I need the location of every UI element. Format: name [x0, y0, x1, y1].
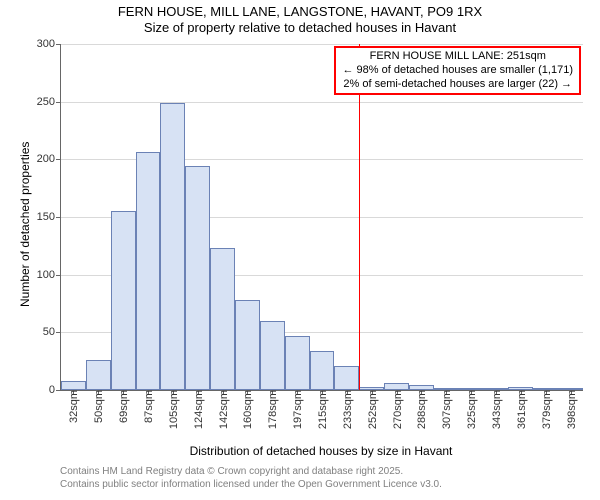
histogram-bar — [334, 366, 359, 390]
histogram-bar — [235, 300, 260, 390]
y-gridline — [61, 102, 583, 103]
callout-line-0: FERN HOUSE MILL LANE: 251sqm — [342, 50, 573, 64]
x-tick-label: 233sqm — [340, 390, 354, 429]
histogram-bar — [160, 103, 185, 390]
x-tick-label: 197sqm — [290, 390, 304, 429]
chart-container: FERN HOUSE, MILL LANE, LANGSTONE, HAVANT… — [0, 0, 600, 500]
callout-line-2: 2% of semi-detached houses are larger (2… — [342, 78, 573, 92]
histogram-bar — [61, 381, 86, 390]
x-tick-label: 270sqm — [390, 390, 404, 429]
property-callout: FERN HOUSE MILL LANE: 251sqm← 98% of det… — [334, 46, 581, 95]
histogram-bar — [285, 336, 310, 390]
y-tick-label: 250 — [37, 96, 61, 108]
x-tick-label: 288sqm — [414, 390, 428, 429]
y-tick-label: 150 — [37, 211, 61, 223]
x-axis-label: Distribution of detached houses by size … — [60, 444, 582, 458]
x-tick-label: 343sqm — [489, 390, 503, 429]
callout-line-1: ← 98% of detached houses are smaller (1,… — [342, 64, 573, 78]
x-tick-label: 160sqm — [240, 390, 254, 429]
x-tick-label: 124sqm — [191, 390, 205, 429]
title-line-1: FERN HOUSE, MILL LANE, LANGSTONE, HAVANT… — [0, 4, 600, 20]
y-tick-label: 50 — [43, 326, 61, 338]
histogram-bar — [210, 248, 235, 390]
x-tick-label: 50sqm — [91, 390, 105, 423]
x-tick-label: 325sqm — [464, 390, 478, 429]
title-line-2: Size of property relative to detached ho… — [0, 20, 600, 36]
histogram-bar — [111, 211, 136, 390]
plot-area: 05010015020025030032sqm50sqm69sqm87sqm10… — [60, 44, 583, 391]
x-tick-label: 252sqm — [365, 390, 379, 429]
x-tick-label: 215sqm — [315, 390, 329, 429]
footer-attribution: Contains HM Land Registry data © Crown c… — [60, 466, 442, 491]
histogram-bar — [136, 152, 161, 390]
y-gridline — [61, 44, 583, 45]
property-marker-line — [359, 44, 360, 390]
x-tick-label: 142sqm — [216, 390, 230, 429]
x-tick-label: 361sqm — [514, 390, 528, 429]
x-tick-label: 105sqm — [166, 390, 180, 429]
histogram-bar — [310, 351, 335, 390]
y-tick-label: 200 — [37, 153, 61, 165]
x-tick-label: 379sqm — [539, 390, 553, 429]
histogram-bar — [384, 383, 409, 390]
y-tick-label: 300 — [37, 38, 61, 50]
x-tick-label: 32sqm — [66, 390, 80, 423]
y-tick-label: 0 — [49, 384, 61, 396]
x-tick-label: 69sqm — [116, 390, 130, 423]
x-tick-label: 398sqm — [564, 390, 578, 429]
footer-line-1: Contains HM Land Registry data © Crown c… — [60, 466, 442, 479]
footer-line-2: Contains public sector information licen… — [60, 479, 442, 492]
x-tick-label: 307sqm — [439, 390, 453, 429]
y-tick-label: 100 — [37, 269, 61, 281]
y-axis-label: Number of detached properties — [18, 142, 32, 307]
x-tick-label: 178sqm — [265, 390, 279, 429]
histogram-bar — [260, 321, 285, 390]
histogram-bar — [185, 166, 210, 390]
histogram-bar — [86, 360, 111, 390]
chart-title: FERN HOUSE, MILL LANE, LANGSTONE, HAVANT… — [0, 4, 600, 37]
x-tick-label: 87sqm — [141, 390, 155, 423]
